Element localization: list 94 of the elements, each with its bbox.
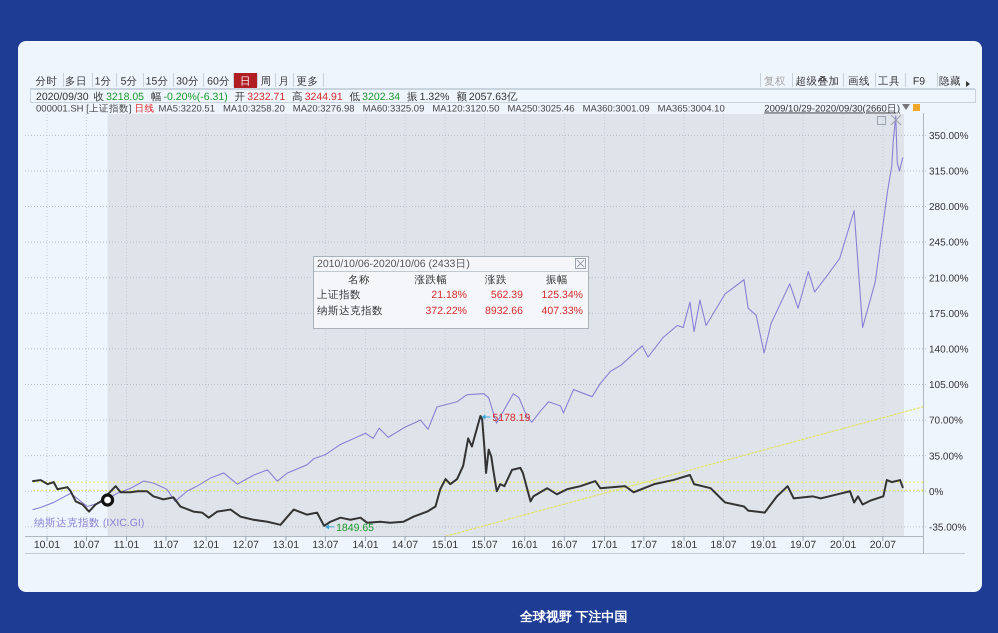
- text: F9: [912, 76, 926, 88]
- x-tick-label: 14.01: [352, 539, 379, 551]
- text: 多日: [65, 76, 87, 88]
- annotation: 8932.66: [485, 305, 524, 317]
- text: 1分: [94, 76, 112, 88]
- annotation: 名称: [348, 274, 370, 286]
- y-tick-label: 350.00%: [929, 130, 969, 142]
- y-tick-label: 315.00%: [929, 166, 969, 178]
- x-tick-label: 12.07: [232, 539, 260, 551]
- text: 画线: [848, 74, 870, 88]
- y-tick-label: 245.00%: [929, 238, 969, 249]
- y-tick-label: 140.00%: [929, 344, 969, 356]
- x-tick-label: 12.01: [192, 539, 220, 551]
- x-tick-label: 19.01: [750, 539, 777, 551]
- annotation: 日线: [134, 102, 154, 114]
- y-tick-label: 35.00%: [929, 451, 964, 462]
- y-tick-label: 0%: [929, 486, 944, 498]
- annotation: MA250:3025.46: [507, 104, 575, 114]
- x-tick-label: 20.07: [870, 539, 896, 551]
- annotation: 372.22%: [426, 305, 467, 317]
- y-tick-label: 210.00%: [929, 273, 969, 284]
- annotation: 000001.SH [上证指数]: [36, 102, 132, 114]
- text: 幅: [151, 91, 162, 103]
- annotation: 2010/10/06-2020/10/06 (2433日): [317, 258, 470, 270]
- y-tick-label: 70.00%: [929, 416, 964, 427]
- annotation: MA5:3220.51: [158, 104, 215, 114]
- text: 更多: [296, 76, 318, 88]
- x-tick-label: 18.07: [710, 539, 737, 551]
- annotation: 562.39: [490, 289, 524, 301]
- text: 月: [278, 76, 290, 88]
- text: 开: [234, 91, 246, 103]
- text: 3232.71: [247, 91, 286, 103]
- x-tick-label: 17.07: [630, 539, 658, 551]
- annotation: 2009/10/29-2020/09/30(2660日): [764, 104, 900, 114]
- text: 3244.91: [304, 91, 343, 103]
- text: 30分: [176, 76, 199, 88]
- x-tick-label: 11.07: [153, 539, 179, 551]
- x-tick-label: 20.01: [830, 539, 856, 551]
- text: 5分: [120, 76, 138, 88]
- text: 振: [407, 91, 418, 103]
- series-label: 纳斯达克指数 (IXIC.GI): [34, 516, 144, 529]
- x-tick-label: 13.07: [312, 539, 339, 551]
- x-tick-label: 18.01: [670, 539, 698, 551]
- x-tick-label: 16.07: [551, 539, 578, 551]
- annotation: 涨跌: [485, 274, 507, 286]
- text: 低: [350, 91, 361, 103]
- annotation: MA60:3325.09: [362, 104, 424, 114]
- text: 日: [240, 76, 251, 88]
- annotation: MA365:3004.10: [658, 104, 725, 114]
- text: 隐藏: [939, 74, 961, 88]
- text: 分时: [36, 74, 58, 88]
- y-tick-label: 175.00%: [929, 308, 969, 320]
- x-tick-label: 10.01: [34, 539, 60, 551]
- y-tick-label: 105.00%: [929, 380, 969, 392]
- text: 1.32%: [420, 91, 450, 103]
- x-tick-label: 19.07: [790, 539, 816, 551]
- text: 15分: [146, 76, 168, 88]
- text: -0.20%(-6.31): [164, 91, 228, 103]
- text: 工具: [878, 76, 900, 88]
- text: 60分: [207, 76, 230, 88]
- annotation: MA10:3258.20: [222, 104, 285, 114]
- x-tick-label: 15.01: [432, 539, 458, 551]
- annotation: 振幅: [546, 274, 568, 286]
- text: 2020/09/30: [36, 91, 89, 103]
- x-tick-label: 11.01: [114, 539, 140, 551]
- text: 收: [94, 91, 105, 103]
- x-tick-label: 14.07: [392, 539, 418, 551]
- y-tick-label: 280.00%: [929, 202, 969, 214]
- x-tick-label: 17.01: [591, 539, 618, 551]
- annotation: 125.34%: [542, 289, 583, 301]
- text: 超级叠加: [796, 74, 840, 88]
- annotation: 1849.65: [336, 522, 374, 534]
- text: 额: [456, 90, 468, 103]
- x-tick-label: 16.01: [512, 539, 538, 551]
- annotation: 5178.19: [492, 412, 531, 424]
- annotation: 21.18%: [431, 289, 467, 301]
- annotation: 407.33%: [542, 305, 583, 317]
- text: 周: [260, 76, 272, 88]
- annotation: 上证指数: [317, 288, 361, 301]
- text: 3202.34: [362, 91, 400, 103]
- x-tick-label: 13.01: [272, 539, 300, 551]
- y-tick-label: -35.00%: [929, 522, 966, 534]
- text: 全球视野 下注中国: [519, 609, 628, 624]
- annotation: MA360:3001.09: [582, 104, 650, 114]
- annotation: 纳斯达克指数: [317, 304, 383, 317]
- annotation: 涨跌幅: [414, 274, 448, 286]
- text: 2057.63亿: [468, 91, 518, 103]
- annotation: MA20:3276.98: [292, 104, 355, 114]
- x-tick-label: 15.07: [471, 539, 498, 551]
- text: 3218.05: [106, 91, 144, 103]
- text: 复权: [764, 76, 786, 88]
- annotation: MA120:3120.50: [432, 104, 500, 114]
- x-tick-label: 10.07: [73, 539, 100, 551]
- text: 高: [292, 90, 304, 103]
